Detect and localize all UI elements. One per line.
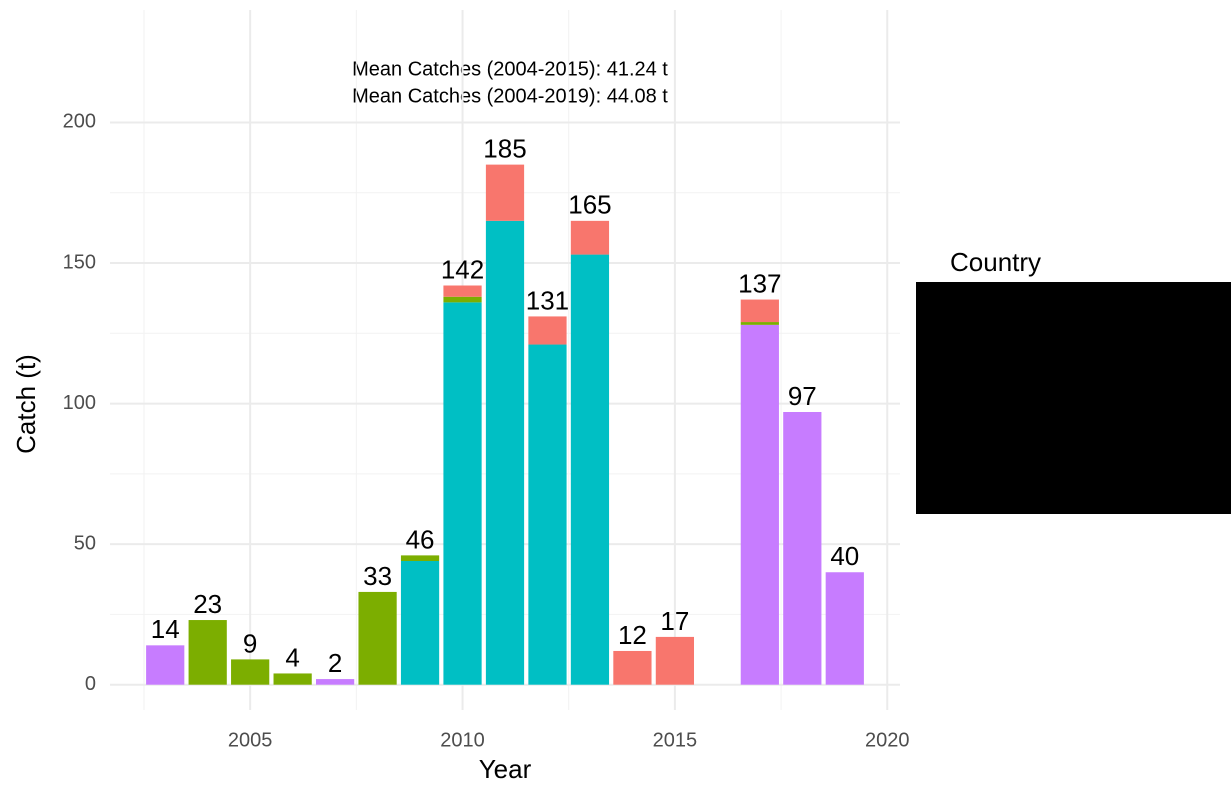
bar-segment xyxy=(146,645,185,685)
bar-segment xyxy=(443,296,482,303)
bar-segment xyxy=(825,572,864,685)
bar-segment xyxy=(740,299,779,323)
legend-redaction xyxy=(916,282,1231,514)
annotation: Mean Catches (2004-2019): 44.08 t xyxy=(352,85,668,107)
data-label: 142 xyxy=(441,254,484,284)
bar-segment xyxy=(231,659,270,685)
x-tick-label: 2005 xyxy=(228,729,273,751)
data-label: 137 xyxy=(738,268,781,298)
legend-title: Country xyxy=(950,247,1041,277)
data-label: 12 xyxy=(618,620,647,650)
bar-segment xyxy=(570,254,610,685)
x-tick-label: 2015 xyxy=(653,729,698,751)
bar-segment xyxy=(570,220,610,255)
bar-segment xyxy=(740,322,779,325)
bar-segment xyxy=(485,164,525,221)
data-label: 165 xyxy=(568,190,611,220)
y-tick-label: 150 xyxy=(63,251,96,273)
annotation: Mean Catches (2004-2015): 41.24 t xyxy=(352,58,668,80)
bar-segment xyxy=(655,636,695,685)
data-label: 97 xyxy=(788,381,817,411)
bar-segment xyxy=(400,555,440,562)
y-tick-label: 50 xyxy=(74,532,96,554)
x-tick-label: 2020 xyxy=(865,729,910,751)
data-label: 2 xyxy=(328,648,342,678)
data-label: 131 xyxy=(526,285,569,315)
bar-segment xyxy=(485,220,525,685)
bar-segment xyxy=(740,324,779,685)
bar-segment xyxy=(188,620,227,685)
data-label: 17 xyxy=(660,606,689,636)
bar-segment xyxy=(528,316,567,345)
data-label: 33 xyxy=(363,561,392,591)
data-label: 46 xyxy=(406,524,435,554)
bar-segment xyxy=(528,344,567,685)
bar-segment xyxy=(358,591,397,685)
data-label: 9 xyxy=(243,628,257,658)
x-tick-label: 2010 xyxy=(440,729,485,751)
bar-segment xyxy=(273,673,312,685)
y-tick-label: 100 xyxy=(63,392,96,414)
y-axis-title: Catch (t) xyxy=(11,354,41,454)
data-label: 185 xyxy=(483,133,526,163)
data-label: 4 xyxy=(285,642,299,672)
bar-segment xyxy=(443,302,482,685)
bar-segment xyxy=(783,412,822,685)
x-axis-title: Year xyxy=(479,754,532,784)
bar-segment xyxy=(613,650,652,685)
bar-segment xyxy=(400,561,440,685)
y-tick-label: 0 xyxy=(85,673,96,695)
bar-segment xyxy=(443,285,482,297)
bar-segment xyxy=(315,679,355,685)
data-label: 23 xyxy=(193,589,222,619)
y-tick-label: 200 xyxy=(63,111,96,133)
data-label: 14 xyxy=(151,614,180,644)
data-label: 40 xyxy=(830,541,859,571)
